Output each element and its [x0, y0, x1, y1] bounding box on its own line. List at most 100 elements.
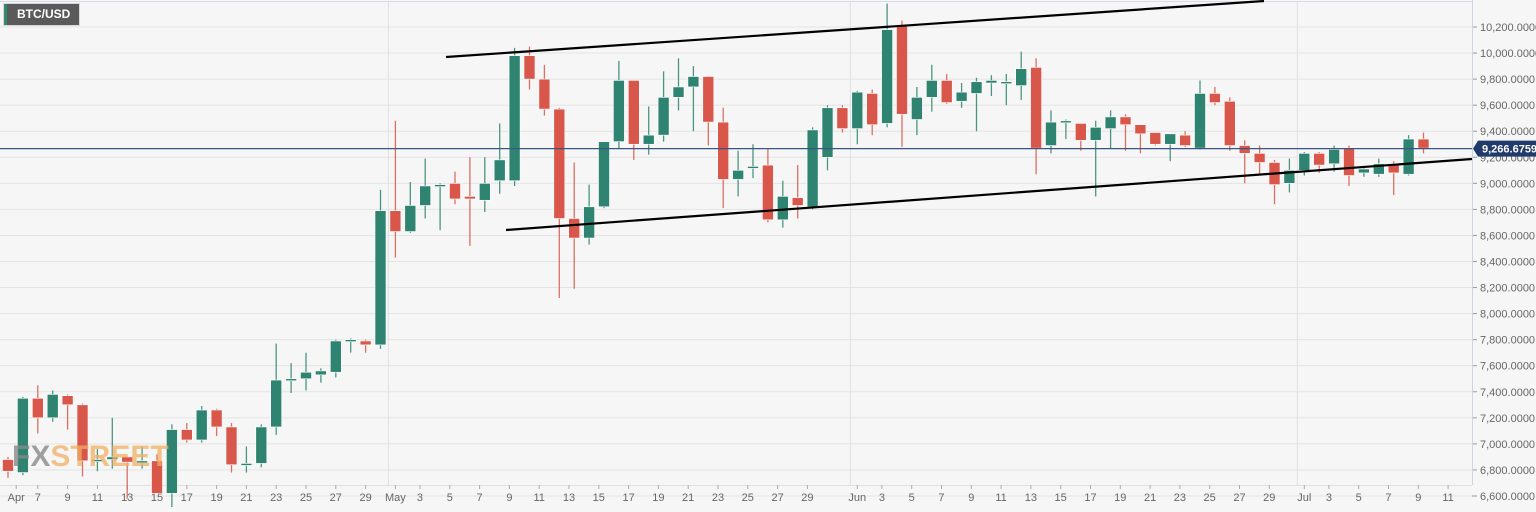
candle[interactable] [598, 141, 610, 209]
candle-body [1075, 123, 1087, 141]
candle[interactable] [1179, 131, 1191, 147]
candle[interactable] [732, 150, 744, 197]
candle[interactable] [344, 338, 357, 353]
candle-body [791, 197, 804, 206]
candle[interactable] [836, 105, 849, 133]
candle[interactable] [747, 144, 759, 179]
candle[interactable] [240, 446, 253, 473]
candle[interactable] [91, 449, 104, 472]
candle[interactable] [121, 456, 133, 499]
y-tick-label: 6,800.0000 [1480, 465, 1535, 477]
candle[interactable] [255, 424, 268, 468]
candle[interactable] [270, 343, 283, 435]
candle[interactable] [374, 189, 387, 349]
y-axis[interactable]: 10,200.0000 10,000.0000 9,800.0000 9,600.00… [0, 22, 1536, 503]
candle[interactable] [627, 80, 640, 160]
candle[interactable] [1402, 135, 1415, 176]
candle[interactable] [508, 47, 521, 186]
lower-channel-trendline[interactable] [505, 157, 1473, 232]
candle[interactable] [61, 394, 74, 430]
candle[interactable] [1209, 86, 1221, 106]
candle[interactable] [985, 75, 998, 97]
candle[interactable] [1119, 114, 1132, 151]
candle[interactable] [76, 403, 89, 477]
candle[interactable] [970, 77, 983, 132]
candle[interactable] [419, 158, 432, 219]
candle[interactable] [1015, 51, 1028, 100]
candle[interactable] [687, 66, 700, 132]
candle[interactable] [851, 90, 864, 145]
candle[interactable] [1149, 132, 1162, 146]
candle[interactable] [866, 89, 879, 136]
candle[interactable] [553, 107, 566, 298]
candle[interactable] [911, 86, 923, 136]
candle[interactable] [300, 352, 312, 391]
candle[interactable] [1045, 110, 1057, 154]
candle[interactable] [672, 58, 685, 111]
candle[interactable] [46, 390, 59, 422]
candle[interactable] [1253, 145, 1266, 176]
x-axis[interactable]: Apr 7 9 11 13 15 17 19 21 23 25 27 29 May 3 5 7 9 11 13 15 17… [8, 485, 1454, 504]
candle-body [687, 76, 700, 88]
candle[interactable] [717, 107, 730, 209]
candle[interactable] [151, 454, 163, 494]
candle[interactable] [136, 446, 148, 469]
candle[interactable] [493, 123, 506, 194]
candle[interactable] [1000, 73, 1013, 106]
upper-channel-trendline[interactable] [445, 0, 1265, 59]
candle[interactable] [359, 339, 372, 353]
y-tick-label: 7,000.0000 [1480, 439, 1535, 451]
candle-body [1358, 168, 1370, 174]
candle[interactable] [1328, 145, 1340, 172]
candle[interactable] [1075, 123, 1087, 151]
candle-body [464, 196, 476, 200]
candle[interactable] [2, 456, 14, 478]
x-tick-label: 23 [270, 492, 282, 504]
candle[interactable] [940, 73, 953, 104]
candle[interactable] [613, 60, 625, 149]
candle[interactable] [1104, 110, 1117, 149]
candle[interactable] [210, 408, 223, 437]
candle[interactable] [285, 363, 297, 394]
candle[interactable] [195, 406, 208, 443]
candle[interactable] [31, 385, 44, 434]
candle[interactable] [449, 171, 461, 205]
y-tick-label: 9,800.0000 [1480, 74, 1535, 86]
candle[interactable] [806, 127, 819, 210]
candle[interactable] [523, 46, 536, 90]
candle[interactable] [1358, 167, 1370, 177]
candle-body [970, 81, 983, 94]
candle[interactable] [106, 417, 119, 469]
candle[interactable] [478, 157, 491, 212]
candle[interactable] [329, 339, 342, 378]
candle[interactable] [1224, 97, 1236, 151]
x-tick-label: 7 [938, 492, 944, 504]
candle[interactable] [538, 64, 551, 116]
candle[interactable] [821, 105, 834, 171]
candle[interactable] [1283, 158, 1296, 193]
candle[interactable] [702, 76, 715, 146]
candle[interactable] [1089, 120, 1102, 197]
candle[interactable] [642, 106, 655, 155]
candle[interactable] [464, 157, 476, 246]
candle[interactable] [166, 424, 178, 512]
candle[interactable] [404, 182, 417, 233]
x-tick-label: 27 [1233, 492, 1245, 504]
candle[interactable] [925, 64, 938, 112]
candle[interactable] [17, 396, 29, 476]
candle[interactable] [315, 368, 327, 383]
candle[interactable] [389, 120, 402, 258]
candle[interactable] [955, 83, 968, 108]
candle[interactable] [434, 183, 446, 231]
candle[interactable] [181, 423, 193, 443]
candle[interactable] [225, 423, 238, 473]
candle-body [404, 205, 417, 232]
candle[interactable] [776, 180, 789, 228]
candle[interactable] [881, 3, 893, 128]
candle[interactable] [1373, 158, 1385, 177]
fxstreet-watermark-logo: FXSTREET [12, 440, 169, 474]
candle[interactable] [1060, 119, 1072, 140]
candle[interactable] [657, 71, 670, 142]
